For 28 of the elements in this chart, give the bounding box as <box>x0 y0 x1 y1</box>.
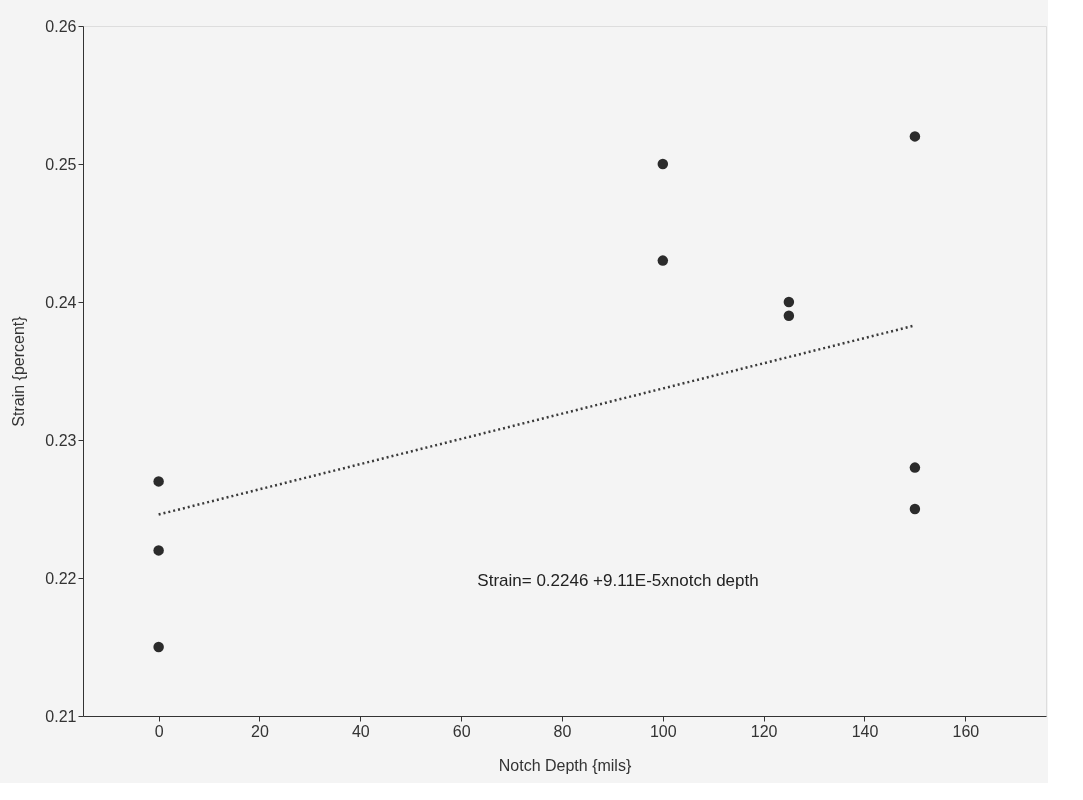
x-tick-label: 100 <box>649 722 677 740</box>
point <box>153 476 164 487</box>
x-tick-label: 120 <box>750 722 778 740</box>
x-tick-label: 160 <box>952 722 980 740</box>
point <box>153 545 164 556</box>
x-tick-label: 60 <box>452 722 471 740</box>
point <box>909 131 921 142</box>
point <box>783 310 795 322</box>
x-tick-label: 140 <box>851 722 879 740</box>
y-tick-label: 0.24 <box>45 293 77 311</box>
point <box>909 462 921 473</box>
y-tick-label: 0.21 <box>45 707 77 725</box>
x-tick-label: 0 <box>154 722 164 740</box>
y-axis-title: Strain {percent} <box>10 315 28 427</box>
y-tick-label: 0.25 <box>45 155 77 173</box>
y-tick-label: 0.22 <box>45 569 77 587</box>
x-tick-label: 80 <box>553 722 572 740</box>
x-tick-label: 40 <box>351 722 370 740</box>
annotation: Strain= 0.2246 +9.11E-5xnotch depth <box>477 571 759 590</box>
point <box>657 255 669 266</box>
point <box>783 296 795 308</box>
point <box>657 158 669 170</box>
y-tick-label: 0.23 <box>45 431 77 449</box>
x-axis-title: Notch Depth {mils} <box>498 756 632 774</box>
y-tick-label: 0.26 <box>45 17 77 35</box>
point <box>153 641 164 653</box>
x-tick-label: 20 <box>251 722 269 740</box>
point <box>909 503 921 515</box>
